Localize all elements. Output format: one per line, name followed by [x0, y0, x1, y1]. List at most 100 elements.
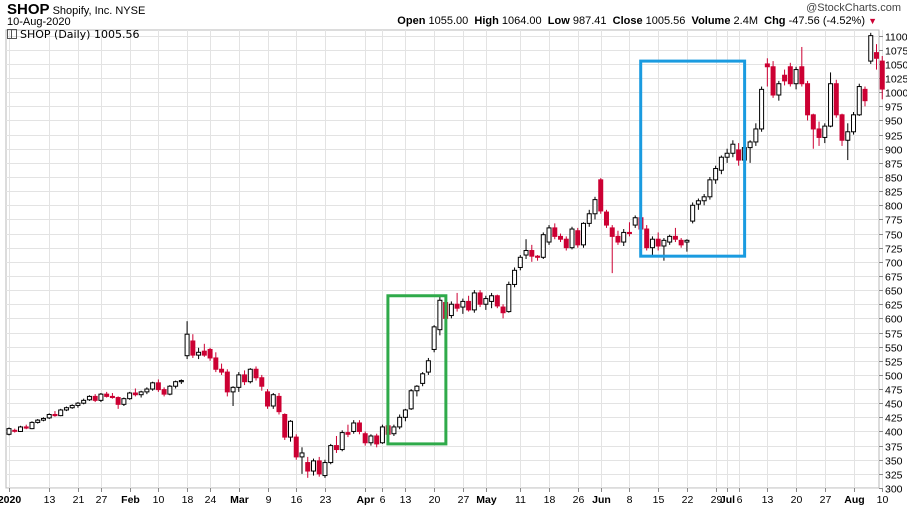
candles — [6, 32, 885, 478]
candle-body — [247, 368, 253, 383]
candle-body — [173, 381, 179, 387]
y-tick-label: 1025 — [885, 74, 907, 86]
candle-body — [46, 413, 52, 419]
x-tick-label: 15 — [653, 494, 665, 506]
candle-body — [626, 231, 632, 235]
candle-body — [569, 228, 575, 249]
candle-body — [368, 435, 374, 444]
candle-body — [609, 227, 615, 237]
copyright: @StockCharts.com — [806, 2, 901, 14]
candle-body — [81, 399, 87, 404]
candle-body — [856, 86, 862, 116]
candle-body — [833, 83, 839, 116]
open-value: 1055.00 — [428, 15, 469, 27]
candle-body — [506, 283, 512, 313]
candle-body — [408, 390, 414, 410]
y-tick-label: 475 — [885, 385, 903, 397]
y-tick-label: 625 — [885, 300, 903, 312]
x-tick-label: 6 — [380, 494, 386, 506]
y-tick-label: 775 — [885, 215, 903, 227]
candle-body — [839, 114, 845, 141]
candle-body — [115, 397, 121, 405]
candle-body — [75, 402, 81, 406]
y-tick-label: 675 — [885, 272, 903, 284]
x-tick-label: 10 — [153, 494, 165, 506]
x-tick-label: 29 — [711, 494, 723, 506]
company-name: Shopify, Inc. — [52, 5, 113, 17]
candle-body — [563, 238, 569, 249]
candle-body — [661, 239, 667, 247]
candle-body — [868, 35, 874, 62]
candle-body — [500, 306, 506, 314]
candle-body — [649, 238, 655, 249]
x-tick-label: 18 — [182, 494, 194, 506]
candle-body — [402, 409, 408, 418]
x-tick-label: 8 — [627, 494, 633, 506]
candle-body — [374, 435, 380, 445]
candle-body — [23, 426, 29, 429]
candle-body — [86, 395, 92, 401]
candle-body — [201, 350, 207, 356]
candle-body — [184, 333, 190, 357]
candle-body — [776, 83, 782, 96]
candle-body — [425, 360, 431, 373]
candle-body — [879, 60, 885, 90]
y-tick-label: 375 — [885, 442, 903, 454]
candle-body — [701, 196, 707, 202]
candle-body — [718, 156, 724, 171]
y-tick-label: 950 — [885, 116, 903, 128]
candle-body — [92, 395, 98, 401]
x-tick-label: 27 — [96, 494, 108, 506]
x-tick-label: 2020 — [0, 494, 21, 506]
candle-body — [736, 149, 742, 161]
candle-body — [196, 351, 202, 356]
candle-body — [787, 66, 793, 85]
candle-body — [810, 114, 816, 130]
candle-body — [58, 409, 64, 417]
plot-frame — [5, 29, 880, 489]
header-title: SHOP Shopify, Inc. NYSE — [7, 1, 145, 18]
blue-highlight-box — [639, 59, 747, 258]
candle-body — [310, 460, 316, 472]
y-tick-label: 975 — [885, 102, 903, 114]
candle-body — [621, 231, 627, 243]
candle-body — [207, 348, 213, 359]
candle-body — [655, 238, 661, 247]
candle-body — [471, 292, 477, 311]
candle-body — [299, 452, 305, 458]
x-tick-label: 9 — [266, 494, 272, 506]
x-tick-label: 20 — [429, 494, 441, 506]
candle-body — [477, 292, 483, 305]
candle-body — [190, 340, 196, 356]
y-tick-label: 400 — [885, 427, 903, 439]
candle-body — [236, 374, 242, 388]
candle-body — [581, 222, 586, 246]
y-tick-label: 1000 — [885, 88, 907, 100]
candle-body — [230, 386, 236, 393]
x-tick-label: 13 — [400, 494, 412, 506]
candle-body — [224, 371, 230, 393]
y-tick-label: 600 — [885, 314, 903, 326]
candle-body — [282, 413, 288, 438]
candle-body — [17, 426, 23, 432]
candle-body — [575, 230, 581, 246]
x-tick-label: Feb — [121, 494, 140, 506]
y-tick-label: 300 — [885, 484, 903, 496]
candle-body — [678, 239, 684, 246]
candle-body — [713, 168, 719, 181]
legend-text: SHOP (Daily) 1005.56 — [20, 28, 140, 41]
candle-body — [782, 74, 788, 82]
candle-body — [328, 445, 334, 464]
candle-body — [362, 433, 368, 444]
candle-body — [816, 128, 822, 138]
x-tick-label: Aug — [844, 494, 864, 506]
candle-body — [270, 394, 276, 407]
candle-body — [460, 300, 466, 308]
candle-body — [695, 200, 701, 205]
x-tick-label: 26 — [573, 494, 585, 506]
x-tick-label: 20 — [791, 494, 803, 506]
candle-body — [546, 227, 552, 243]
exchange-name: NYSE — [115, 5, 146, 17]
chg-value: -47.56 (-4.52%) — [788, 15, 866, 27]
highlight-boxes — [386, 59, 747, 446]
